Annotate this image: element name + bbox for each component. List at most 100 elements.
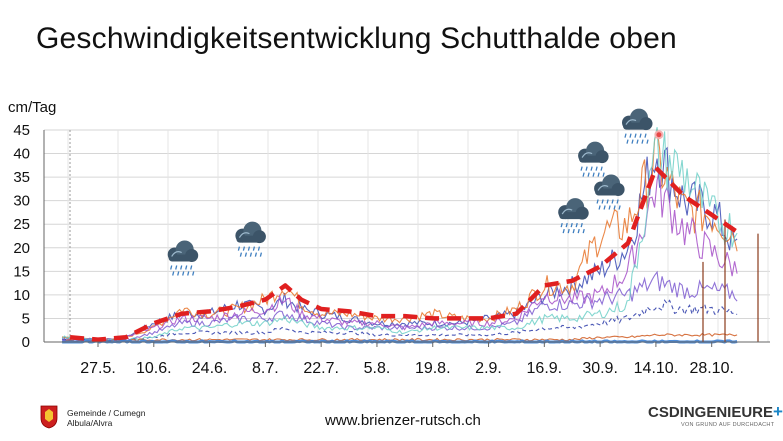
brand-tagline: VON GRUND AUF DURCHDACHT [681,422,775,428]
rain-drop [606,199,609,204]
cloud-part [236,235,265,243]
rain-drop [237,246,241,251]
rain-drop [590,166,593,171]
chart-trend [69,130,741,342]
brand-name: CSDINGENIEURE+ [648,402,783,421]
rain-drop [577,228,580,234]
rain-cloud-icon [594,174,625,210]
rain-drop [603,205,606,210]
cloud-part [559,212,588,220]
y-tick-label: 20 [13,240,30,257]
y-tick-label: 35 [13,169,30,186]
rain-drop [602,172,605,177]
cloud-part [623,122,651,130]
municipality-name: Gemeinde / Cumegn [67,408,146,418]
rain-drop [582,172,585,177]
cloud-part [579,155,608,163]
rain-drop [595,166,598,171]
series-line [61,168,738,342]
rain-drop [567,228,570,234]
y-tick-label: 45 [13,122,30,139]
cloud-highlight [171,251,182,257]
x-tick-label: 5.8. [364,360,391,377]
x-tick-label: 28.10. [689,360,733,377]
rain-drop [626,139,629,144]
rain-drop [187,271,190,276]
rain-drop [180,265,183,270]
rain-drop [592,172,595,177]
rain-drop [172,271,175,276]
series-line [61,127,738,342]
rain-drop [629,133,632,138]
rain-drop [560,222,563,228]
series-line [61,128,738,341]
rain-drop [611,199,614,204]
x-tick-label: 14.10. [634,360,678,377]
rain-drop [242,246,246,251]
page-title: Geschwindigkeitsentwicklung Schutthalde … [36,22,677,55]
y-axis-label: cm/Tag [8,99,57,116]
rain-drop [616,199,619,204]
rain-drop [613,205,616,210]
x-tick-label: 16.9. [527,360,563,377]
x-tick-label: 19.8. [415,360,451,377]
rain-drop [582,228,585,234]
rain-drop [257,246,261,251]
y-tick-label: 30 [13,193,30,210]
rain-drop [239,252,243,257]
chart-annotations [167,108,653,276]
rain-cloud-icon [167,240,199,276]
rain-drop [600,166,603,171]
rain-cloud-icon [235,221,266,257]
x-tick-label: 22.7. [303,360,339,377]
rain-drop [596,199,599,204]
rain-drop [618,205,621,210]
rain-cloud-icon [558,198,589,234]
y-tick-label: 5 [22,310,30,327]
rain-drop [580,222,583,228]
series-line [62,299,738,342]
website-link[interactable]: www.brienzer-rutsch.ch [325,412,481,429]
rain-drop [639,133,642,138]
x-tick-label: 2.9. [475,360,502,377]
rain-drop [587,172,590,177]
x-tick-label: 24.6. [192,360,228,377]
rain-drop [641,139,644,144]
rain-drop [254,252,258,257]
trend-line [69,165,741,342]
series-line [61,270,738,342]
rain-cloud-icon [622,108,653,144]
rain-drop [175,265,178,270]
csd-logo: CSDINGENIEURE+ VON GRUND AUF DURCHDACHT [648,402,783,438]
rain-drop [636,139,639,144]
x-tick-label: 30.9. [582,360,618,377]
rain-drop [646,139,649,144]
rain-drop [580,166,583,171]
rain-drop [601,199,604,204]
cloud-highlight [238,232,250,238]
chart-axes: 0 5 10 15 20 25 30 35 40 45 27.5. 10.6. 24.6. 8.7. 22.… [13,122,770,377]
rain-drop [247,246,251,251]
y-tick-label: 10 [13,287,30,304]
rain-drop [608,205,611,210]
rain-drop [249,252,253,257]
rain-drop [259,252,263,257]
cloud-part [168,254,197,262]
rain-drop [565,222,568,228]
y-tick-label: 40 [13,146,30,163]
rain-drop [182,271,185,276]
cloud-highlight [581,152,593,158]
rain-drop [170,265,173,270]
x-tick-label: 10.6. [136,360,172,377]
y-tick-label: 15 [13,263,30,280]
rain-drop [244,252,248,257]
rain-drop [572,228,575,234]
y-tick-label: 25 [13,216,30,233]
x-tick-label: 27.5. [80,360,116,377]
rain-drop [185,265,188,270]
rain-drop [190,265,193,270]
rain-drop [570,222,573,228]
peak-marker [654,130,664,140]
cloud-highlight [625,119,637,125]
rain-drop [177,271,180,276]
